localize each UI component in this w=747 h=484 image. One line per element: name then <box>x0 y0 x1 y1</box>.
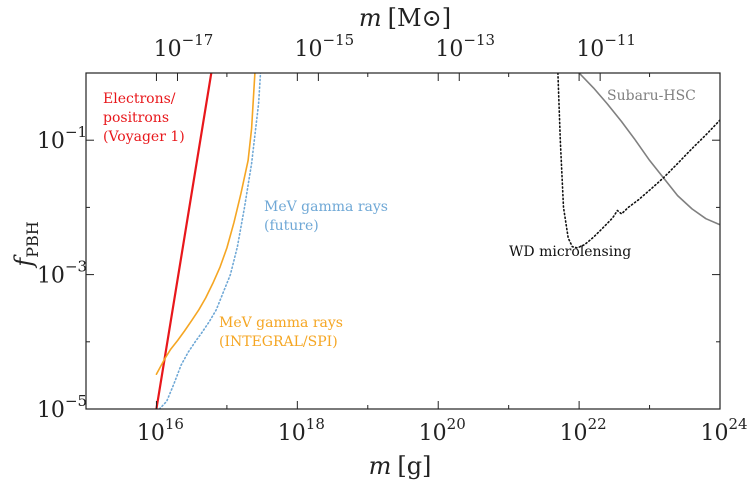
y-tick-label: 10−3 <box>37 258 87 289</box>
x-tick-label: 1024 <box>700 415 747 446</box>
y-tick-label: 10−1 <box>37 123 87 154</box>
annotation-future: (future) <box>264 218 319 234</box>
series-line-mev-gamma-rays-integral-spi <box>155 73 256 376</box>
series-line-subaru-hsc <box>578 73 720 226</box>
annotation-subaru: Subaru-HSC <box>607 88 696 104</box>
y-axis-title: fPBH <box>10 221 42 268</box>
series-line-wd-microlensing <box>557 73 720 249</box>
ticks-layer <box>85 72 721 410</box>
series-line-electrons-positrons-voyager-1 <box>155 73 213 409</box>
x2-tick-label: 10−11 <box>576 31 636 62</box>
annotation-future: MeV gamma rays <box>264 199 388 215</box>
series-line-mev-gamma-rays-future <box>158 73 262 409</box>
x-tick-label: 1016 <box>137 415 184 446</box>
y-tick-label: 10−5 <box>37 392 87 423</box>
annotation-electrons: positrons <box>103 110 169 126</box>
annotation-wd: WD microlensing <box>509 244 631 260</box>
series-layer <box>155 73 720 409</box>
x2-tick-label: 10−13 <box>435 31 495 62</box>
annotation-integral: (INTEGRAL/SPI) <box>219 334 338 350</box>
annotation-electrons: Electrons/ <box>103 91 176 107</box>
x2-tick-label: 10−15 <box>295 31 355 62</box>
x-tick-label: 1018 <box>278 415 325 446</box>
x-tick-label: 1020 <box>419 415 466 446</box>
x-axis-title: m [g] <box>369 452 432 480</box>
annotation-integral: MeV gamma rays <box>219 315 343 331</box>
plot-frame <box>85 72 721 410</box>
x2-tick-label: 10−17 <box>154 31 214 62</box>
x2-axis-title: m [M⊙] <box>359 4 451 32</box>
annotations-layer: Electrons/positrons (Voyager 1) MeV gamma … <box>103 88 696 350</box>
annotation-electrons: (Voyager 1) <box>103 129 185 145</box>
x-tick-label: 1022 <box>560 415 607 446</box>
